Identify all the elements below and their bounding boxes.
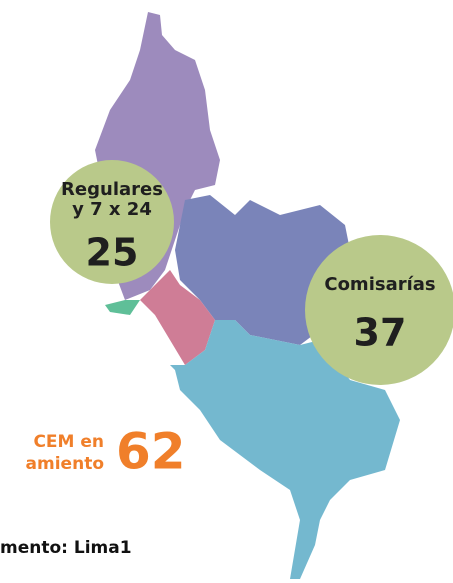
- bubble-value: 37: [354, 311, 407, 355]
- region-lightblue: [170, 320, 400, 579]
- region-pink: [140, 270, 215, 365]
- footer: mento: Lima1: [0, 538, 132, 558]
- bubble: [50, 160, 174, 284]
- bubble-label: Comisarías: [324, 274, 435, 295]
- bubble-label: Regulares: [61, 179, 163, 200]
- cem-value: 62: [116, 423, 186, 481]
- cem-label: amiento: [26, 454, 104, 474]
- region-green: [105, 300, 140, 315]
- bubble-label: y 7 x 24: [72, 199, 152, 220]
- bubble-value: 25: [86, 231, 139, 275]
- bubble: [305, 235, 453, 385]
- cem-label: CEM en: [33, 432, 104, 452]
